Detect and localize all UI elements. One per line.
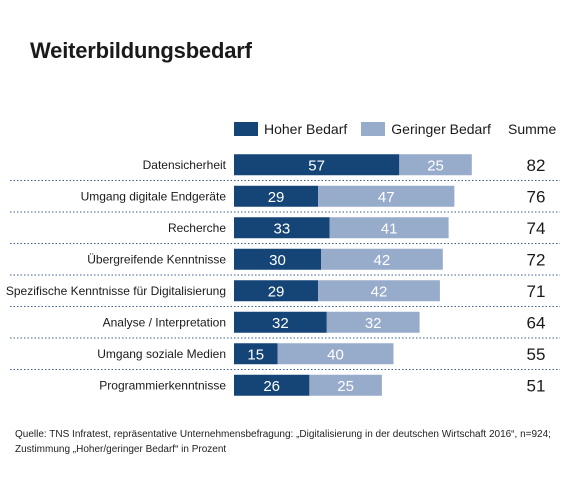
value-label-low: 25 xyxy=(337,378,354,395)
bar-chart: Datensicherheit 57 25 82 Umgang digitale End… xyxy=(6,154,560,396)
source-line-2: Zustimmung „Hoher/geringer Bedarf“ in Pr… xyxy=(15,444,227,455)
category-label: Spezifische Kenntnisse für Digitalisieru… xyxy=(6,284,226,298)
bar-high xyxy=(234,374,310,396)
value-label-high: 15 xyxy=(247,346,264,363)
value-label-high: 33 xyxy=(274,220,291,237)
value-label-low: 47 xyxy=(378,189,395,206)
value-label-low: 25 xyxy=(427,157,444,174)
legend: Hoher Bedarf Geringer Bedarf xyxy=(234,120,505,138)
category-label: Recherche xyxy=(168,221,226,235)
value-label-low: 42 xyxy=(374,252,391,269)
bar-high xyxy=(234,311,327,333)
value-label-low: 40 xyxy=(327,346,344,363)
bar-low xyxy=(399,154,472,176)
bar-high xyxy=(234,154,400,176)
bar-high xyxy=(234,185,319,207)
source-note: Quelle: TNS Infratest, repräsentative Un… xyxy=(15,427,560,457)
legend-label-low: Geringer Bedarf xyxy=(391,121,491,137)
bar-low xyxy=(318,185,455,207)
sum-value: 71 xyxy=(527,282,546,301)
value-label-high: 26 xyxy=(263,378,280,395)
value-label-high: 29 xyxy=(268,189,285,206)
source-line-1: Quelle: TNS Infratest, repräsentative Un… xyxy=(15,429,551,440)
bar-low xyxy=(277,343,394,365)
bar-low xyxy=(309,374,382,396)
value-label-high: 30 xyxy=(269,252,286,269)
legend-label-high: Hoher Bedarf xyxy=(264,121,348,137)
bar-low xyxy=(326,311,420,333)
bar-low xyxy=(321,248,443,270)
legend-swatch-high xyxy=(234,122,258,136)
category-label: Datensicherheit xyxy=(143,158,227,172)
category-label: Analyse / Interpretation xyxy=(103,315,226,329)
sum-value: 76 xyxy=(527,187,546,206)
category-label: Programmierkenntnisse xyxy=(99,378,226,392)
legend-item-high: Hoher Bedarf xyxy=(234,121,347,137)
category-label: Umgang digitale Endgeräte xyxy=(81,189,227,203)
category-label: Übergreifende Kenntnisse xyxy=(87,252,226,266)
sum-value: 72 xyxy=(527,250,546,269)
bar-high xyxy=(234,217,330,239)
value-label-low: 32 xyxy=(365,315,382,332)
bar-high xyxy=(234,280,319,302)
value-label-low: 41 xyxy=(381,220,398,237)
bar-high xyxy=(234,343,278,365)
chart-title: Weiterbildungsbedarf xyxy=(30,38,252,63)
category-label: Umgang soziale Medien xyxy=(97,347,226,361)
sum-value: 51 xyxy=(527,376,546,395)
value-label-high: 32 xyxy=(272,315,289,332)
legend-swatch-low xyxy=(361,122,386,136)
sum-value: 82 xyxy=(527,156,546,175)
sum-value: 55 xyxy=(527,345,546,364)
bar-high xyxy=(234,248,321,270)
sum-value: 64 xyxy=(527,313,546,332)
value-label-high: 29 xyxy=(268,283,285,300)
value-label-high: 57 xyxy=(308,157,325,174)
value-label-low: 42 xyxy=(371,283,388,300)
bar-low xyxy=(329,217,449,239)
bar-low xyxy=(318,280,440,302)
sum-value: 74 xyxy=(527,219,546,238)
legend-item-low: Geringer Bedarf xyxy=(361,121,491,137)
sum-column-header: Summe xyxy=(508,121,557,137)
